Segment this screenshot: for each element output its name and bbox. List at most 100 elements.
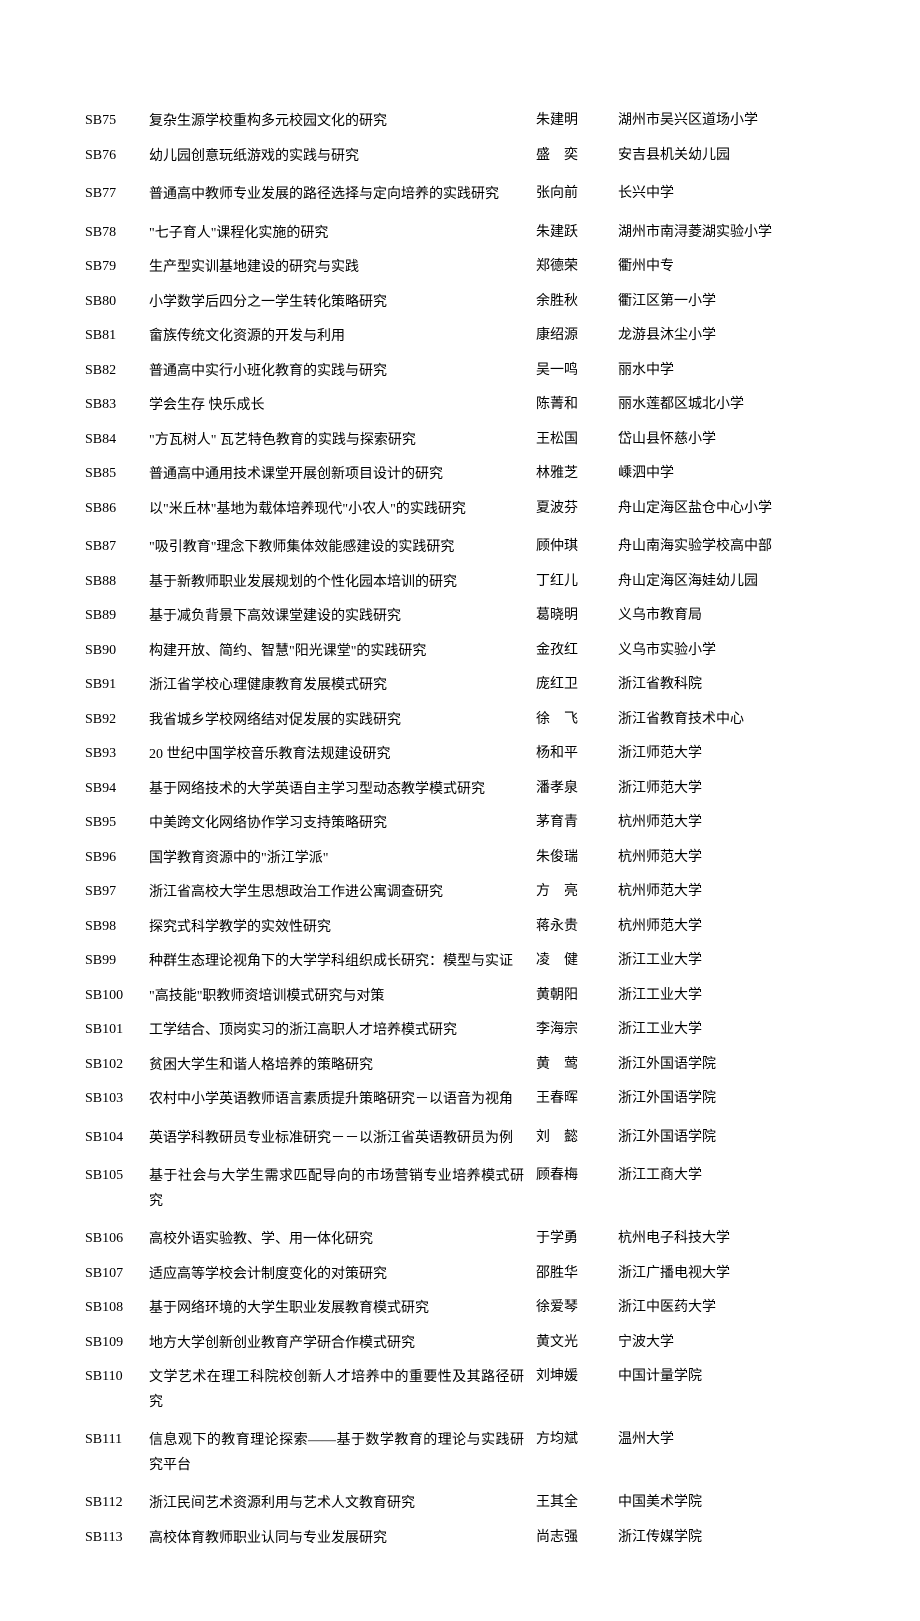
project-org: 丽水莲都区城北小学: [612, 394, 835, 415]
project-id: SB79: [85, 256, 149, 277]
project-id: SB97: [85, 881, 149, 902]
project-org: 温州大学: [612, 1429, 835, 1450]
project-id: SB111: [85, 1429, 149, 1450]
project-lead: 蒋永贵: [532, 916, 612, 937]
project-title: 畲族传统文化资源的开发与利用: [149, 325, 532, 350]
project-org: 杭州师范大学: [612, 881, 835, 902]
project-title: 普通高中实行小班化教育的实践与研究: [149, 360, 532, 385]
project-title: 我省城乡学校网络结对促发展的实践研究: [149, 709, 532, 734]
project-org: 浙江师范大学: [612, 778, 835, 799]
table-row: SB99种群生态理论视角下的大学学科组织成长研究：模型与实证凌 健浙江工业大学: [85, 950, 835, 975]
table-row: SB108基于网络环境的大学生职业发展教育模式研究徐爱琴浙江中医药大学: [85, 1297, 835, 1322]
project-title: 基于新教师职业发展规划的个性化园本培训的研究: [149, 571, 532, 596]
project-lead: 茅育青: [532, 812, 612, 833]
project-lead: 黄 莺: [532, 1054, 612, 1075]
project-lead: 杨和平: [532, 743, 612, 764]
table-row: SB78"七子育人"课程化实施的研究朱建跃湖州市南浔菱湖实验小学: [85, 222, 835, 247]
project-title: 学会生存 快乐成长: [149, 394, 532, 419]
project-title: 文学艺术在理工科院校创新人才培养中的重要性及其路径研究: [149, 1366, 532, 1415]
project-lead: 王其全: [532, 1492, 612, 1513]
project-title: 基于网络技术的大学英语自主学习型动态教学模式研究: [149, 778, 532, 803]
project-lead: 顾春梅: [532, 1165, 612, 1186]
table-row: SB86以"米丘林"基地为载体培养现代"小农人"的实践研究夏波芬舟山定海区盐仓中…: [85, 498, 835, 523]
project-id: SB107: [85, 1263, 149, 1284]
table-row: SB109地方大学创新创业教育产学研合作模式研究黄文光宁波大学: [85, 1332, 835, 1357]
project-lead: 潘孝泉: [532, 778, 612, 799]
project-lead: 于学勇: [532, 1228, 612, 1249]
document-page: SB75复杂生源学校重构多元校园文化的研究朱建明湖州市吴兴区道场小学 SB76幼儿…: [0, 0, 920, 1621]
project-lead: 邵胜华: [532, 1263, 612, 1284]
project-lead: 林雅芝: [532, 463, 612, 484]
project-org: 浙江传媒学院: [612, 1527, 835, 1548]
project-id: SB84: [85, 429, 149, 450]
table-row: SB111信息观下的教育理论探索――基于数学教育的理论与实践研究平台方均斌温州大…: [85, 1429, 835, 1478]
project-lead: 黄文光: [532, 1332, 612, 1353]
project-lead: 方均斌: [532, 1429, 612, 1450]
project-id: SB109: [85, 1332, 149, 1353]
project-lead: 徐 飞: [532, 709, 612, 730]
project-org: 浙江外国语学院: [612, 1088, 835, 1109]
project-id: SB81: [85, 325, 149, 346]
project-title: "七子育人"课程化实施的研究: [149, 222, 532, 247]
project-lead: 康绍源: [532, 325, 612, 346]
project-lead: 金孜红: [532, 640, 612, 661]
project-title: 高校外语实验教、学、用一体化研究: [149, 1228, 532, 1253]
project-org: 浙江工业大学: [612, 985, 835, 1006]
project-id: SB92: [85, 709, 149, 730]
project-id: SB100: [85, 985, 149, 1006]
project-id: SB113: [85, 1527, 149, 1548]
project-org: 浙江省教科院: [612, 674, 835, 695]
project-lead: 丁红儿: [532, 571, 612, 592]
project-title: 工学结合、顶岗实习的浙江高职人才培养模式研究: [149, 1019, 532, 1044]
table-row: SB113高校体育教师职业认同与专业发展研究尚志强浙江传媒学院: [85, 1527, 835, 1552]
project-org: 浙江工商大学: [612, 1165, 835, 1186]
project-id: SB91: [85, 674, 149, 695]
project-id: SB101: [85, 1019, 149, 1040]
table-row: SB95中美跨文化网络协作学习支持策略研究茅育青杭州师范大学: [85, 812, 835, 837]
project-id: SB88: [85, 571, 149, 592]
project-org: 浙江中医药大学: [612, 1297, 835, 1318]
project-title: 地方大学创新创业教育产学研合作模式研究: [149, 1332, 532, 1357]
table-row: SB102贫困大学生和谐人格培养的策略研究黄 莺浙江外国语学院: [85, 1054, 835, 1079]
project-org: 浙江工业大学: [612, 950, 835, 971]
table-row: SB104英语学科教研员专业标准研究－－以浙江省英语教研员为例刘 懿浙江外国语学…: [85, 1127, 835, 1152]
table-row: SB110文学艺术在理工科院校创新人才培养中的重要性及其路径研究刘坤媛中国计量学…: [85, 1366, 835, 1415]
project-title: 浙江民间艺术资源利用与艺术人文教育研究: [149, 1492, 532, 1517]
project-title: 英语学科教研员专业标准研究－－以浙江省英语教研员为例: [149, 1127, 532, 1152]
project-lead: 凌 健: [532, 950, 612, 971]
project-lead: 刘坤媛: [532, 1366, 612, 1387]
table-row: SB97浙江省高校大学生思想政治工作进公寓调查研究方 亮杭州师范大学: [85, 881, 835, 906]
project-title: 构建开放、简约、智慧"阳光课堂"的实践研究: [149, 640, 532, 665]
project-id: SB95: [85, 812, 149, 833]
table-row: SB103农村中小学英语教师语言素质提升策略研究－以语音为视角王春晖浙江外国语学…: [85, 1088, 835, 1113]
project-lead: 庞红卫: [532, 674, 612, 695]
project-id: SB80: [85, 291, 149, 312]
table-row: SB101工学结合、顶岗实习的浙江高职人才培养模式研究李海宗浙江工业大学: [85, 1019, 835, 1044]
project-org: 安吉县机关幼儿园: [612, 145, 835, 166]
table-row: SB112浙江民间艺术资源利用与艺术人文教育研究王其全中国美术学院: [85, 1492, 835, 1517]
project-org: 舟山定海区盐仓中心小学: [612, 498, 835, 519]
project-org: 浙江外国语学院: [612, 1054, 835, 1075]
table-row: SB76幼儿园创意玩纸游戏的实践与研究盛 奕安吉县机关幼儿园: [85, 145, 835, 170]
project-lead: 方 亮: [532, 881, 612, 902]
project-org: 杭州师范大学: [612, 916, 835, 937]
project-org: 舟山南海实验学校高中部: [612, 536, 835, 557]
project-id: SB93: [85, 743, 149, 764]
table-row: SB90构建开放、简约、智慧"阳光课堂"的实践研究金孜红义乌市实验小学: [85, 640, 835, 665]
project-id: SB104: [85, 1127, 149, 1148]
project-lead: 郑德荣: [532, 256, 612, 277]
project-org: 湖州市吴兴区道场小学: [612, 110, 835, 131]
project-org: 浙江广播电视大学: [612, 1263, 835, 1284]
project-lead: 王松国: [532, 429, 612, 450]
project-lead: 尚志强: [532, 1527, 612, 1548]
project-lead: 吴一鸣: [532, 360, 612, 381]
project-title: 普通高中教师专业发展的路径选择与定向培养的实践研究: [149, 183, 532, 208]
project-org: 舟山定海区海娃幼儿园: [612, 571, 835, 592]
project-id: SB105: [85, 1165, 149, 1186]
project-lead: 朱建跃: [532, 222, 612, 243]
table-row: SB105基于社会与大学生需求匹配导向的市场营销专业培养模式研究顾春梅浙江工商大…: [85, 1165, 835, 1214]
table-row: SB75复杂生源学校重构多元校园文化的研究朱建明湖州市吴兴区道场小学: [85, 110, 835, 135]
project-id: SB112: [85, 1492, 149, 1513]
table-row: SB82普通高中实行小班化教育的实践与研究吴一鸣丽水中学: [85, 360, 835, 385]
project-id: SB89: [85, 605, 149, 626]
